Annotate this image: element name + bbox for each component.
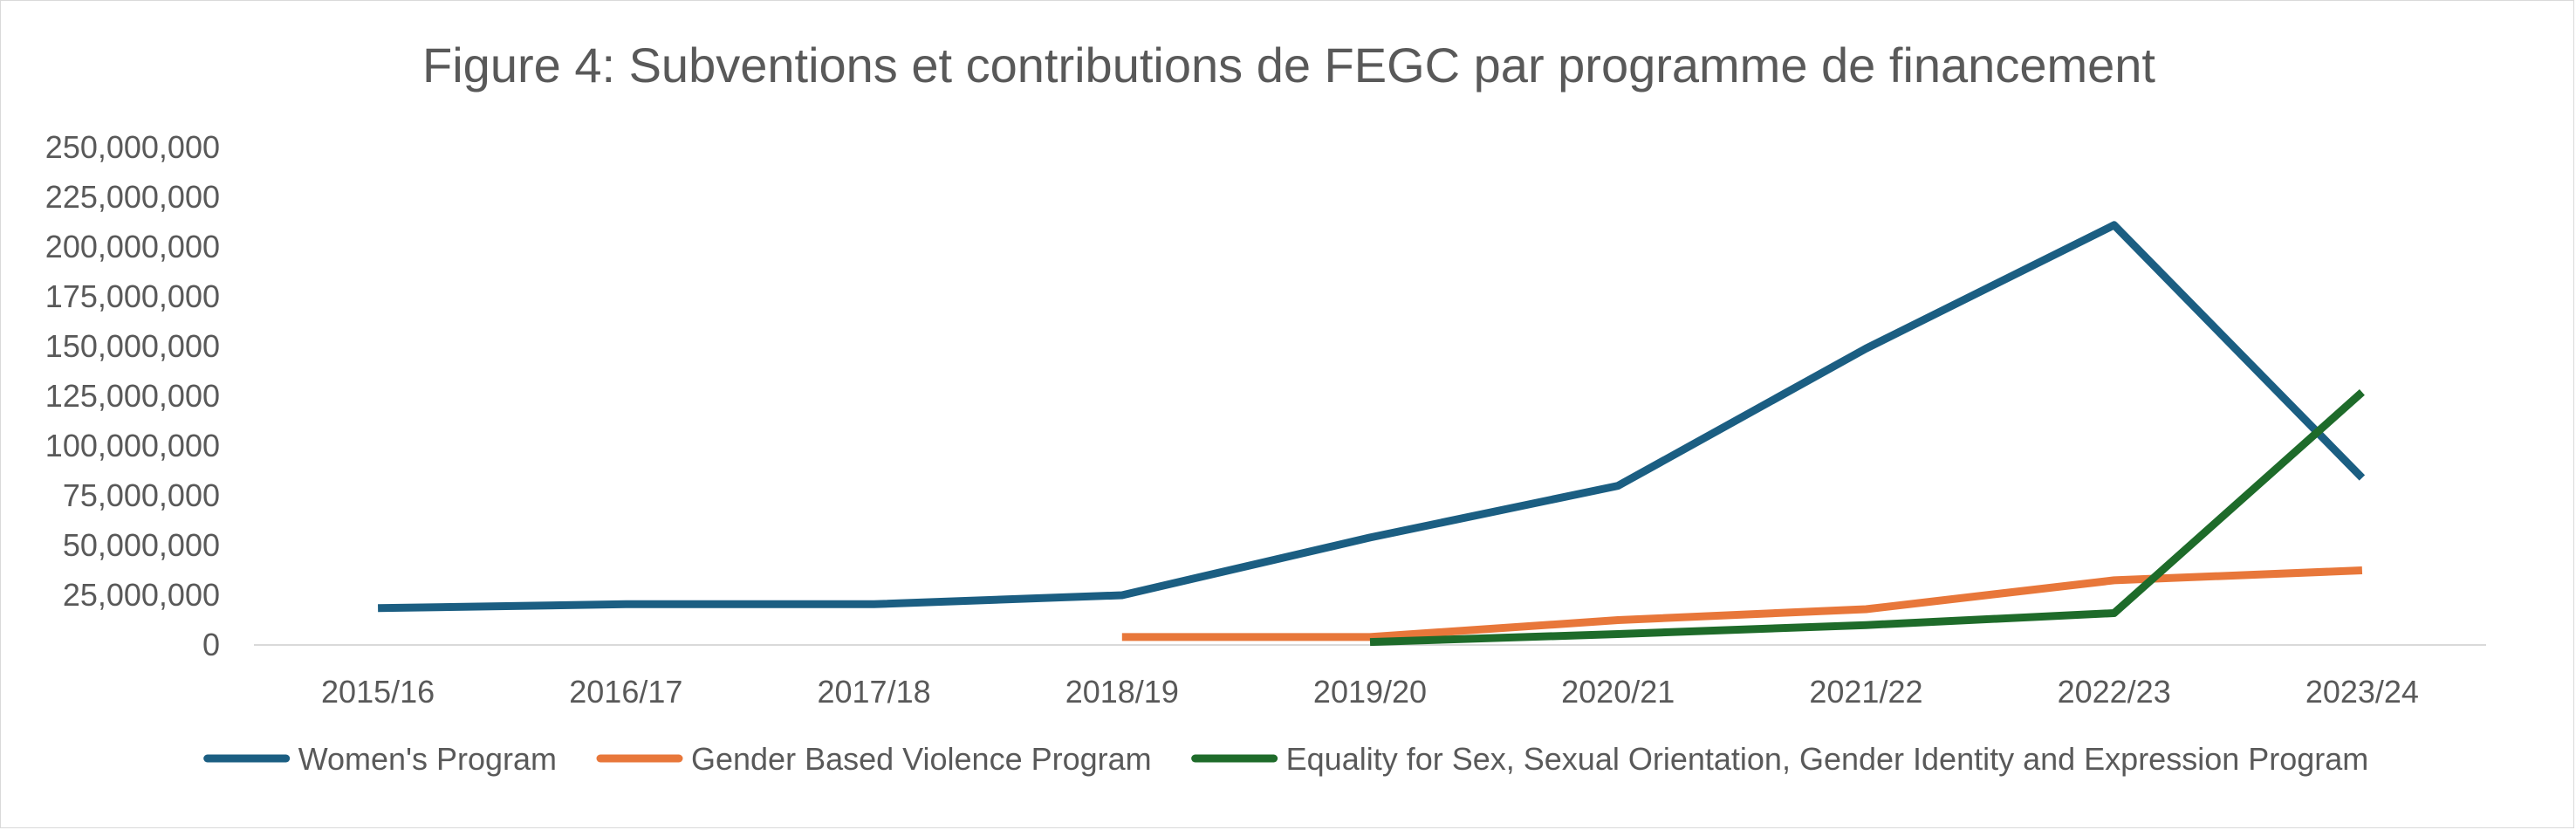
series-line-0 bbox=[378, 221, 2366, 613]
legend: Women's Program Gender Based Violence Pro… bbox=[203, 741, 2369, 777]
x-tick-label: 2016/17 bbox=[569, 674, 682, 710]
legend-item: Women's Program bbox=[203, 741, 557, 777]
x-tick-label: 2019/20 bbox=[1313, 674, 1427, 710]
legend-label: Gender Based Violence Program bbox=[691, 741, 1152, 777]
legend-item: Gender Based Violence Program bbox=[596, 741, 1152, 777]
y-tick-label: 50,000,000 bbox=[63, 527, 220, 563]
series-line-2 bbox=[1369, 389, 2365, 647]
x-axis-labels: 2015/16 2016/17 2017/18 2018/19 2019/20 2020/… bbox=[321, 674, 2419, 710]
x-tick-label: 2015/16 bbox=[321, 674, 435, 710]
y-tick-label: 250,000,000 bbox=[45, 129, 220, 165]
x-tick-label: 2018/19 bbox=[1065, 674, 1179, 710]
legend-label: Equality for Sex, Sexual Orientation, Ge… bbox=[1286, 741, 2369, 777]
y-tick-label: 175,000,000 bbox=[45, 278, 220, 314]
y-tick-label: 75,000,000 bbox=[63, 477, 220, 513]
legend-label: Women's Program bbox=[298, 741, 557, 777]
legend-item: Equality for Sex, Sexual Orientation, Ge… bbox=[1191, 741, 2369, 777]
y-tick-label: 150,000,000 bbox=[45, 328, 220, 364]
y-tick-label: 0 bbox=[202, 627, 220, 662]
y-tick-label: 100,000,000 bbox=[45, 428, 220, 463]
chart-title: Figure 4: Subventions et contributions d… bbox=[422, 38, 2155, 93]
series-lines bbox=[378, 221, 2366, 647]
y-tick-label: 225,000,000 bbox=[45, 179, 220, 215]
x-tick-label: 2020/21 bbox=[1561, 674, 1675, 710]
x-tick-label: 2022/23 bbox=[2058, 674, 2171, 710]
x-tick-label: 2023/24 bbox=[2305, 674, 2419, 710]
x-tick-label: 2021/22 bbox=[1809, 674, 1922, 710]
y-tick-label: 125,000,000 bbox=[45, 378, 220, 414]
y-tick-label: 25,000,000 bbox=[63, 577, 220, 613]
y-axis-labels: 0 25,000,000 50,000,000 75,000,000 100,000,0… bbox=[45, 129, 220, 662]
x-tick-label: 2017/18 bbox=[817, 674, 930, 710]
y-tick-label: 200,000,000 bbox=[45, 229, 220, 264]
